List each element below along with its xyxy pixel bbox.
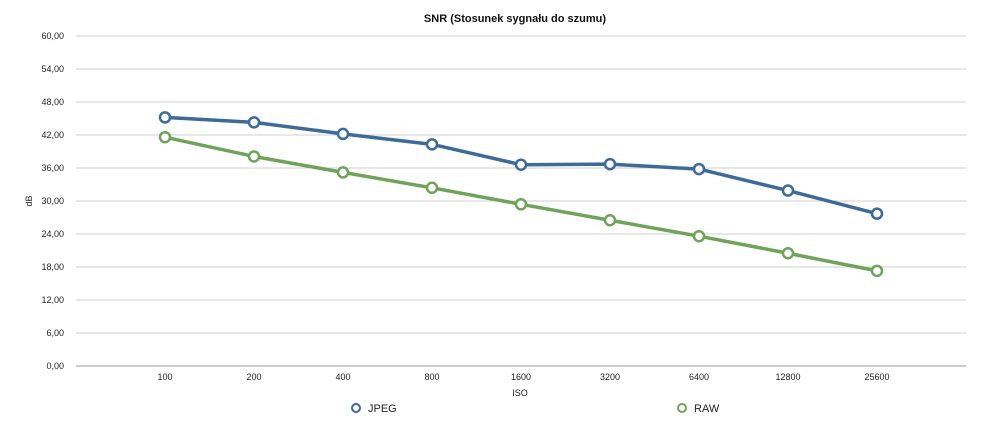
x-tick-label: 12800 xyxy=(775,372,800,382)
y-axis-label: dB xyxy=(24,195,34,206)
y-tick-label: 6,00 xyxy=(46,328,64,338)
data-point xyxy=(336,127,350,141)
y-tick-label: 60,00 xyxy=(41,31,64,41)
data-point xyxy=(514,158,528,171)
x-axis-ticks: 100 200 400 800 1600 3200 6400 12800 25600 xyxy=(157,372,889,382)
series-layer xyxy=(158,111,884,278)
x-tick-label: 200 xyxy=(246,372,261,382)
x-tick-label: 3200 xyxy=(600,372,620,382)
data-point xyxy=(603,157,617,171)
chart-title: SNR (Stosunek sygnału do szumu) xyxy=(424,13,606,25)
y-tick-label: 30,00 xyxy=(41,196,64,206)
series-raw xyxy=(158,130,884,278)
legend-marker xyxy=(351,403,361,413)
data-point xyxy=(692,229,706,243)
data-point xyxy=(336,166,350,179)
x-tick-label: 25600 xyxy=(864,372,889,382)
y-tick-label: 0,00 xyxy=(46,361,64,371)
legend: JPEG RAW xyxy=(351,403,720,415)
y-tick-label: 24,00 xyxy=(41,229,64,239)
data-point xyxy=(870,264,884,278)
data-point xyxy=(247,116,261,129)
x-axis-label: ISO xyxy=(512,388,528,398)
data-point xyxy=(158,130,172,144)
y-tick-label: 54,00 xyxy=(41,64,64,74)
x-tick-label: 6400 xyxy=(689,372,709,382)
legend-item-jpeg: JPEG xyxy=(351,403,397,415)
y-tick-label: 42,00 xyxy=(41,130,64,140)
x-tick-label: 400 xyxy=(335,372,350,382)
y-tick-label: 48,00 xyxy=(41,97,64,107)
data-point xyxy=(692,162,706,176)
data-point xyxy=(781,184,795,197)
data-point xyxy=(603,214,617,227)
data-point xyxy=(781,247,795,260)
data-point xyxy=(247,150,261,163)
y-tick-label: 12,00 xyxy=(41,295,64,305)
data-point xyxy=(425,181,439,195)
data-point xyxy=(870,207,884,220)
legend-marker xyxy=(677,403,687,413)
y-tick-label: 36,00 xyxy=(41,163,64,173)
y-axis-ticks: 0,00 6,00 12,00 18,00 24,00 30,00 36,00 42,00 48… xyxy=(41,31,64,371)
legend-label: RAW xyxy=(694,403,720,415)
legend-label: JPEG xyxy=(368,403,397,415)
series-jpeg xyxy=(158,111,884,220)
x-tick-label: 1600 xyxy=(511,372,531,382)
legend-item-raw: RAW xyxy=(677,403,720,415)
data-point xyxy=(158,111,172,124)
data-point xyxy=(425,138,439,151)
y-tick-label: 18,00 xyxy=(41,262,64,272)
data-point xyxy=(514,198,528,211)
x-tick-label: 800 xyxy=(424,372,439,382)
x-tick-label: 100 xyxy=(157,372,172,382)
